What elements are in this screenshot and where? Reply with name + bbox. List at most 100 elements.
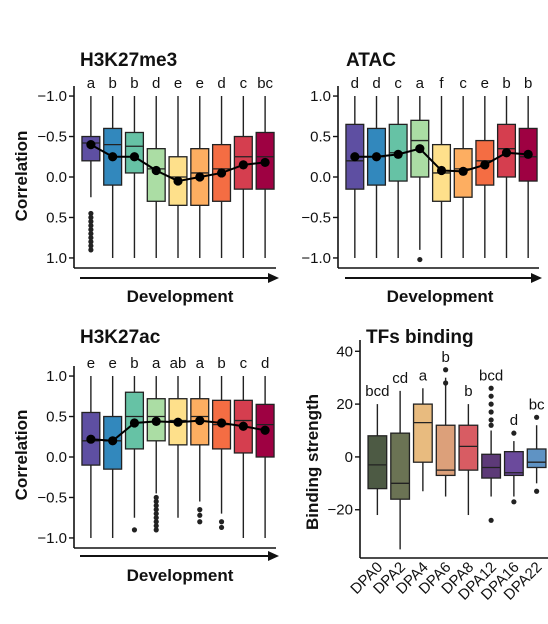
- mean-point: [238, 421, 248, 431]
- panel-title: ATAC: [346, 50, 396, 71]
- outlier-point: [488, 417, 494, 423]
- y-axis-label: Correlation: [12, 410, 31, 501]
- y-tick-label: 1.0: [310, 88, 331, 105]
- mean-point: [260, 425, 270, 435]
- outlier-point: [153, 507, 159, 513]
- outlier-point: [417, 256, 423, 263]
- panel-title: H3K27me3: [80, 50, 177, 71]
- box-group: e e b a ab a b c d: [81, 355, 275, 538]
- significance-letter: e: [196, 75, 204, 92]
- outlier-point: [88, 239, 94, 245]
- significance-letter: d: [510, 412, 518, 429]
- significance-letter: bc: [529, 396, 545, 413]
- significance-letter: b: [464, 383, 472, 400]
- significance-letter: d: [351, 75, 359, 92]
- outlier-point: [88, 243, 94, 249]
- mean-point: [151, 165, 161, 176]
- outlier-point: [153, 511, 159, 517]
- significance-letter: bcd: [479, 367, 503, 384]
- significance-letter: b: [108, 75, 116, 92]
- y-axis-label: Binding strength: [303, 394, 322, 530]
- outlier-point: [88, 210, 94, 217]
- panel-h3k27me3: H3K27me3 Correlation a b b d e e d c bc −1.0−0.5…: [12, 50, 279, 306]
- outlier-point: [488, 517, 494, 523]
- outlier-point: [88, 227, 94, 233]
- outlier-point: [534, 488, 540, 494]
- y-tick-label: 0.5: [46, 409, 67, 426]
- outlier-point: [443, 367, 449, 373]
- outlier-point: [197, 512, 203, 518]
- significance-letter: a: [419, 367, 428, 384]
- mean-point: [86, 434, 96, 444]
- outlier-point: [88, 247, 94, 253]
- mean-point: [86, 140, 96, 150]
- mean-point: [350, 152, 360, 162]
- mean-point: [129, 418, 140, 428]
- outlier-point: [153, 502, 159, 509]
- box: [367, 435, 388, 490]
- significance-letter: e: [87, 355, 95, 372]
- significance-letter: f: [439, 75, 444, 92]
- axes: −1.0 −0.5 0.0 0.5 1.0: [37, 366, 276, 549]
- significance-letter: b: [502, 75, 510, 92]
- development-label: Development: [127, 287, 234, 306]
- mean-point: [436, 165, 447, 176]
- significance-letter: b: [217, 355, 225, 372]
- mean-point: [129, 152, 140, 162]
- mean-point: [238, 160, 248, 170]
- y-tick-label: −1.0: [37, 530, 67, 547]
- y-tick-label: −0.5: [37, 129, 67, 146]
- significance-letter: a: [87, 75, 96, 92]
- y-tick-label: 1.0: [46, 368, 67, 385]
- mean-point: [173, 176, 183, 186]
- outlier-point: [153, 515, 159, 521]
- outlier-point: [88, 222, 94, 229]
- box: [390, 432, 411, 500]
- box: [481, 453, 502, 479]
- mean-point: [260, 157, 270, 168]
- development-label: Development: [127, 566, 234, 585]
- mean-point: [195, 172, 205, 182]
- mean-point: [195, 415, 205, 426]
- outlier-point: [88, 218, 94, 225]
- significance-letter: e: [108, 355, 116, 372]
- y-tick-label: 0.0: [46, 449, 67, 466]
- mean-point: [458, 166, 468, 176]
- significance-letter: c: [240, 355, 248, 372]
- y-tick-label: 1.0: [46, 250, 67, 267]
- development-arrowhead: [268, 273, 279, 283]
- outlier-point: [511, 499, 517, 505]
- outlier-point: [511, 430, 517, 436]
- y-tick-label: −0.5: [37, 489, 67, 506]
- axes: −2002040DPA0DPA2DPA4DPA6DPA8DPA12DPA16DP…: [328, 340, 548, 604]
- outlier-point: [488, 409, 494, 415]
- panel-title: H3K27ac: [80, 327, 161, 348]
- outlier-point: [153, 527, 159, 533]
- significance-letter: b: [130, 355, 138, 372]
- significance-letter: c: [394, 75, 402, 92]
- y-tick-label: −20: [328, 502, 353, 519]
- mean-point: [371, 152, 382, 162]
- mean-point: [501, 148, 512, 158]
- mean-point: [216, 418, 227, 428]
- significance-letter: d: [152, 75, 160, 92]
- panel-h3k27ac: H3K27ac e e b a ab a b c d −1.0 −0.5 0.0 0.5 1.0 Cor…: [12, 327, 279, 585]
- significance-letter: e: [481, 75, 489, 92]
- outlier-point: [488, 401, 494, 407]
- y-tick-label: 0.0: [46, 169, 67, 186]
- outlier-point: [488, 422, 494, 428]
- significance-letter: b: [441, 349, 449, 366]
- outlier-point: [153, 498, 159, 505]
- mean-point: [151, 416, 161, 426]
- y-axis-label: Correlation: [12, 131, 31, 222]
- outlier-point: [131, 527, 138, 533]
- development-arrowhead: [531, 273, 542, 283]
- development-arrowhead: [268, 551, 279, 561]
- mean-point: [173, 417, 183, 427]
- outlier-point: [218, 519, 225, 525]
- outlier-point: [88, 231, 94, 237]
- y-tick-label: −1.0: [37, 88, 67, 105]
